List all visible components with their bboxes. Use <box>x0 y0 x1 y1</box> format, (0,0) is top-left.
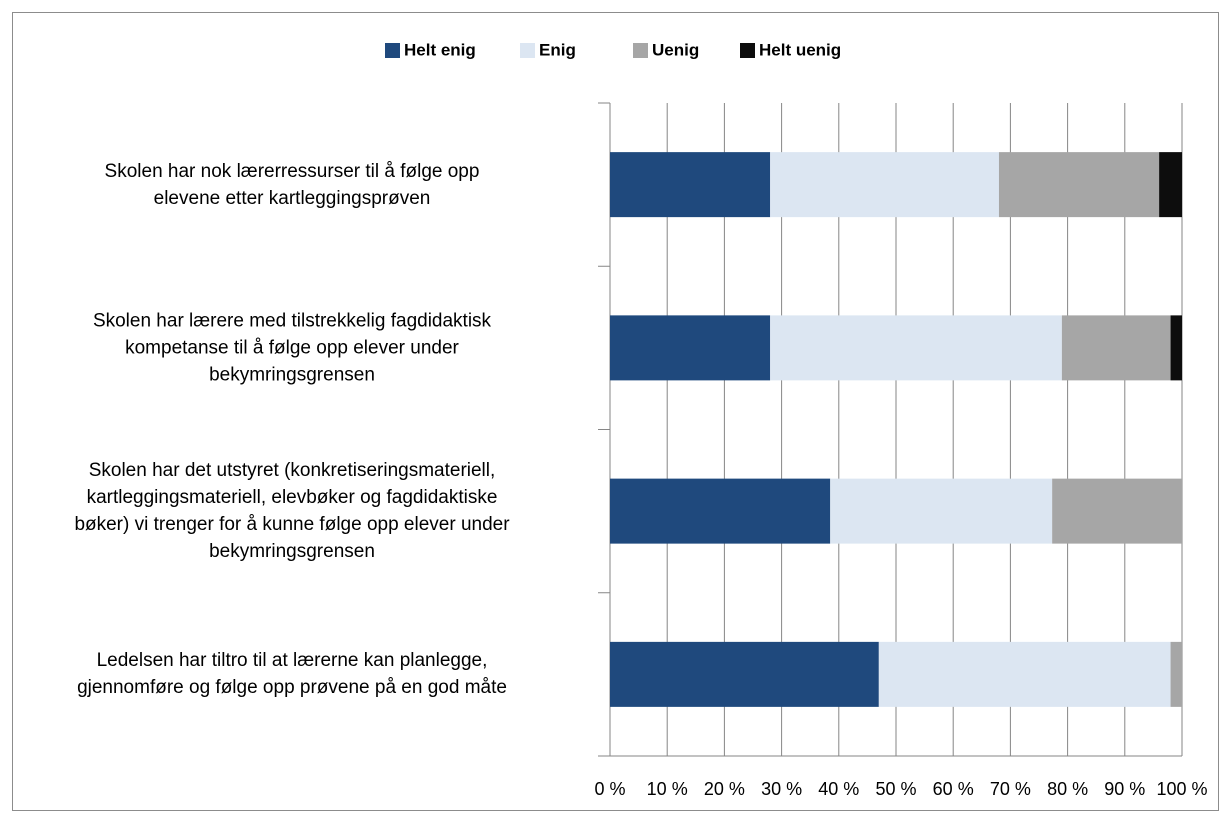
y-tick-label: Ledelsen har tiltro til at lærerne kan p… <box>77 650 507 699</box>
bar-segment <box>1170 315 1182 381</box>
legend-swatch <box>633 43 648 58</box>
x-tick-label: 20 % <box>704 779 745 799</box>
x-tick-label: 10 % <box>647 779 688 799</box>
x-tick-label: 40 % <box>818 779 859 799</box>
x-tick-label: 30 % <box>761 779 802 799</box>
bar-segment <box>878 641 1171 707</box>
legend-label: Uenig <box>652 40 699 59</box>
x-tick-label: 70 % <box>990 779 1031 799</box>
bar-segment <box>610 478 831 544</box>
bar-segment <box>610 315 771 381</box>
bar-segment <box>1061 315 1171 381</box>
x-tick-label: 50 % <box>875 779 916 799</box>
y-tick-label: Skolen har det utstyret (konkretiserings… <box>74 460 510 563</box>
bar-segment <box>998 152 1160 218</box>
bar-segment <box>770 152 999 218</box>
bar-segment <box>610 641 879 707</box>
bar-segment <box>610 152 771 218</box>
bar-segment <box>1159 152 1182 218</box>
y-tick-label: Skolen har lærere med tilstrekkelig fagd… <box>92 310 492 386</box>
bar-segment <box>830 478 1053 544</box>
x-tick-label: 90 % <box>1104 779 1145 799</box>
x-tick-label: 60 % <box>933 779 974 799</box>
bar-segment <box>770 315 1062 381</box>
legend-label: Helt uenig <box>759 40 841 59</box>
legend-label: Helt enig <box>404 40 476 59</box>
x-tick-label: 100 % <box>1156 779 1207 799</box>
legend-swatch <box>740 43 755 58</box>
x-tick-label: 80 % <box>1047 779 1088 799</box>
legend-label: Enig <box>539 40 576 59</box>
bar-segment <box>1170 641 1182 707</box>
x-tick-label: 0 % <box>594 779 625 799</box>
legend-swatch <box>385 43 400 58</box>
legend-swatch <box>520 43 535 58</box>
y-tick-label: Skolen har nok lærerressurser til å følg… <box>104 160 480 209</box>
bar-segment <box>1052 478 1182 544</box>
